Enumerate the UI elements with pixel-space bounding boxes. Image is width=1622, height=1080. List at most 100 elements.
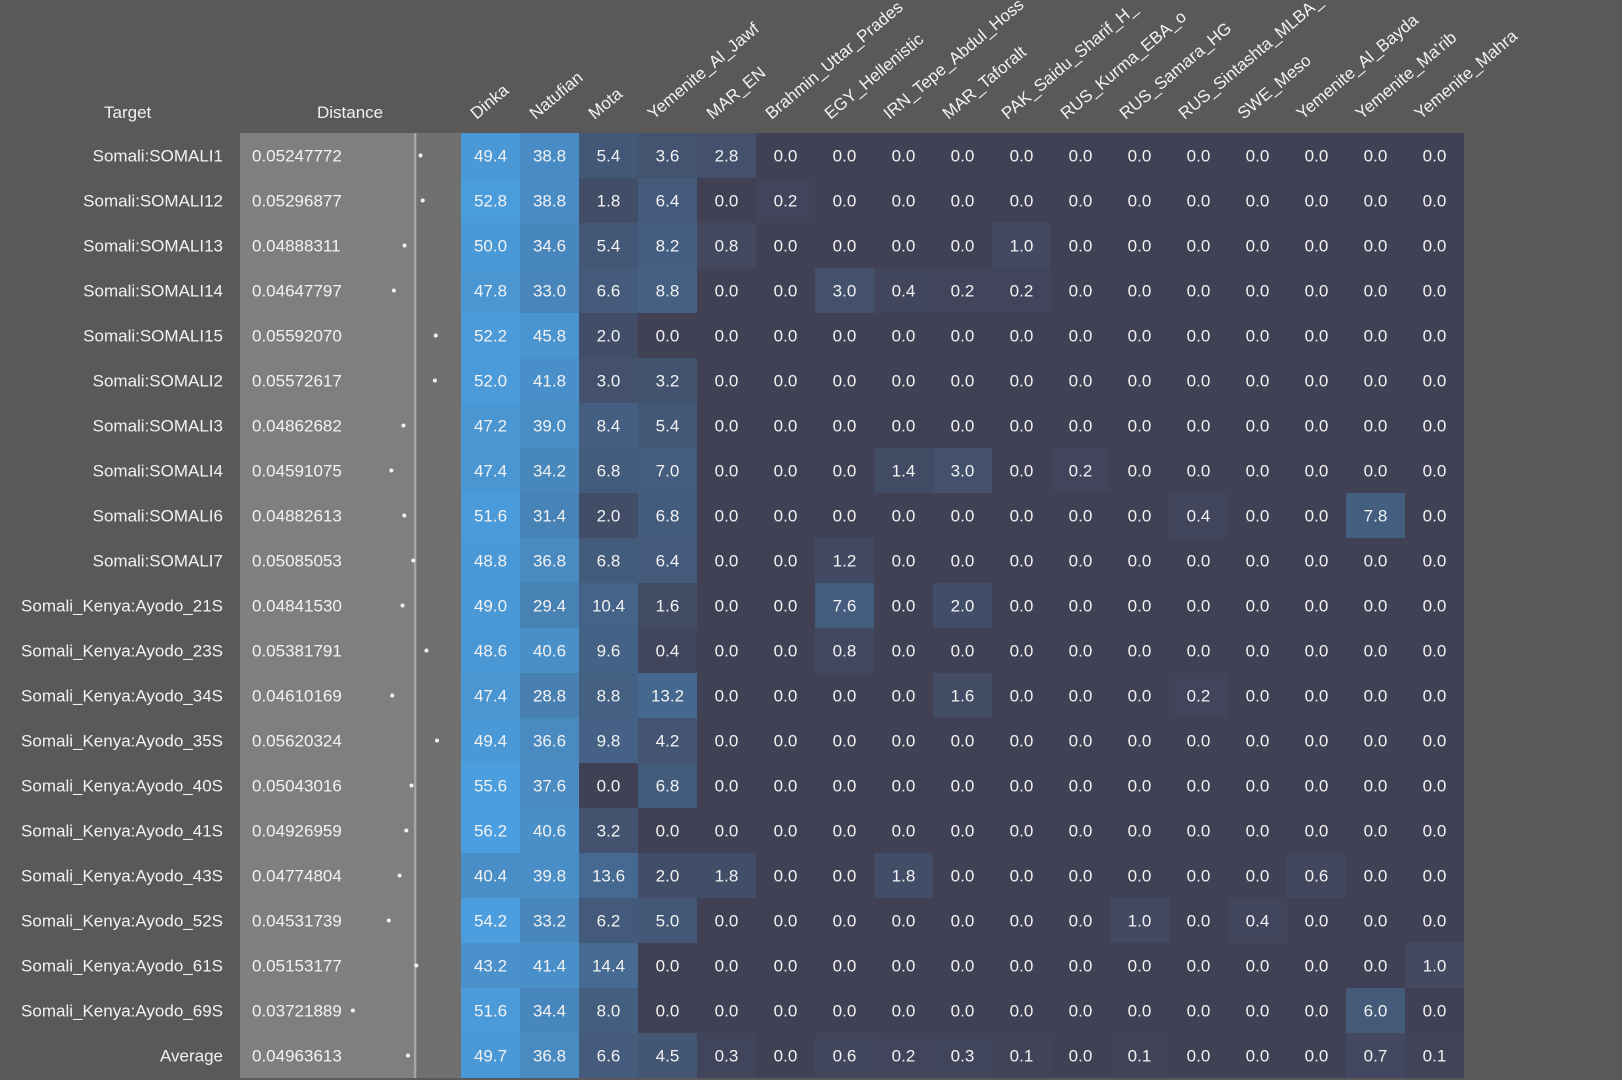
cell-value-label: 0.0 [833, 192, 857, 211]
cell-value-label: 0.0 [1423, 912, 1447, 931]
cell-value-label: 0.0 [1246, 462, 1270, 481]
heatmap-cell [1169, 403, 1228, 448]
heatmap-cell [1346, 178, 1405, 223]
cell-value-label: 38.8 [533, 192, 566, 211]
cell-value-label: 0.0 [1010, 867, 1034, 886]
heatmap-cell [1346, 853, 1405, 898]
cell-value-label: 0.0 [1010, 732, 1034, 751]
cell-value-label: 0.1 [1010, 1047, 1034, 1066]
heatmap-cell [1405, 448, 1464, 493]
cell-value-label: 0.0 [774, 372, 798, 391]
heatmap-cell [461, 223, 520, 268]
heatmap-cell [1169, 268, 1228, 313]
heatmap-cell [756, 1033, 815, 1078]
cell-value-label: 0.0 [892, 552, 916, 571]
cell-value-label: 0.0 [1010, 462, 1034, 481]
heatmap-cell [1051, 493, 1110, 538]
heatmap-cell [520, 133, 579, 178]
cell-value-label: 0.0 [1246, 1002, 1270, 1021]
cell-value-label: 37.6 [533, 777, 566, 796]
heatmap-cell [579, 763, 638, 808]
cell-value-label: 0.0 [833, 777, 857, 796]
heatmap-cell [1169, 178, 1228, 223]
heatmap-cell [815, 268, 874, 313]
cell-value-label: 8.8 [597, 687, 621, 706]
cell-value-label: 0.0 [715, 372, 739, 391]
cell-value-label: 0.0 [892, 147, 916, 166]
heatmap-cell [638, 763, 697, 808]
target-row-label: Somali:SOMALI3 [93, 417, 223, 436]
cell-value-label: 0.0 [774, 507, 798, 526]
heatmap-cell [1169, 808, 1228, 853]
heatmap-cell [1405, 403, 1464, 448]
heatmap-cell [697, 673, 756, 718]
heatmap-cell [1228, 988, 1287, 1033]
cell-value-label: 0.0 [1010, 372, 1034, 391]
cell-value-label: 0.0 [1423, 867, 1447, 886]
cell-value-label: 0.0 [1069, 327, 1093, 346]
distance-value: 0.04591075 [252, 462, 342, 481]
cell-value-label: 0.0 [1128, 777, 1152, 796]
cell-value-label: 0.0 [833, 462, 857, 481]
heatmap-cell [1110, 223, 1169, 268]
cell-value-label: 36.6 [533, 732, 566, 751]
heatmap-cell [697, 898, 756, 943]
distance-value: 0.04882613 [252, 507, 342, 526]
heatmap-cell [1346, 268, 1405, 313]
cell-value-label: 0.0 [774, 327, 798, 346]
cell-value-label: 56.2 [474, 822, 507, 841]
target-row-label: Somali_Kenya:Ayodo_40S [21, 777, 223, 796]
heatmap-cell [1228, 223, 1287, 268]
heatmap-cell [992, 673, 1051, 718]
cell-value-label: 0.0 [951, 822, 975, 841]
cell-value-label: 0.0 [1128, 822, 1152, 841]
cell-value-label: 7.8 [1364, 507, 1388, 526]
heatmap-cell [874, 943, 933, 988]
cell-value-label: 49.7 [474, 1047, 507, 1066]
cell-value-label: 0.0 [951, 1002, 975, 1021]
cell-value-label: 0.0 [833, 732, 857, 751]
heatmap-cell [933, 943, 992, 988]
heatmap-cell [1405, 268, 1464, 313]
heatmap-cell [992, 898, 1051, 943]
target-row-label: Somali:SOMALI1 [93, 147, 223, 166]
heatmap-cell [874, 448, 933, 493]
heatmap-cell [1110, 403, 1169, 448]
heatmap-cell [520, 583, 579, 628]
target-row-label: Somali_Kenya:Ayodo_69S [21, 1002, 223, 1021]
distance-value: 0.04531739 [252, 912, 342, 931]
heatmap-cell [992, 718, 1051, 763]
heatmap-cell [520, 178, 579, 223]
cell-value-label: 0.0 [715, 957, 739, 976]
heatmap-cell [638, 583, 697, 628]
heatmap-cell [1051, 763, 1110, 808]
cell-value-label: 0.2 [951, 282, 975, 301]
heatmap-cell [815, 178, 874, 223]
cell-value-label: 0.0 [715, 1002, 739, 1021]
heatmap-cell [520, 493, 579, 538]
heatmap-cell [1228, 673, 1287, 718]
cell-value-label: 0.0 [715, 912, 739, 931]
cell-value-label: 0.2 [1069, 462, 1093, 481]
heatmap-cell [1110, 268, 1169, 313]
cell-value-label: 0.2 [892, 1047, 916, 1066]
cell-value-label: 14.4 [592, 957, 625, 976]
cell-value-label: 1.0 [1423, 957, 1447, 976]
heatmap-cell [461, 808, 520, 853]
heatmap-cell [520, 718, 579, 763]
cell-value-label: 0.0 [1423, 642, 1447, 661]
cell-value-label: 0.0 [1069, 597, 1093, 616]
heatmap-cell [756, 538, 815, 583]
heatmap-cell [1051, 943, 1110, 988]
distance-value: 0.04862682 [252, 417, 342, 436]
cell-value-label: 0.0 [1187, 552, 1211, 571]
cell-value-label: 0.0 [1423, 1002, 1447, 1021]
cell-value-label: 0.0 [1423, 327, 1447, 346]
distance-panel [240, 133, 413, 1078]
heatmap-cell [1228, 358, 1287, 403]
heatmap-cell [815, 718, 874, 763]
heatmap-cell [1287, 1033, 1346, 1078]
cell-value-label: 52.0 [474, 372, 507, 391]
heatmap-cell [1051, 223, 1110, 268]
cell-value-label: 0.0 [1010, 957, 1034, 976]
